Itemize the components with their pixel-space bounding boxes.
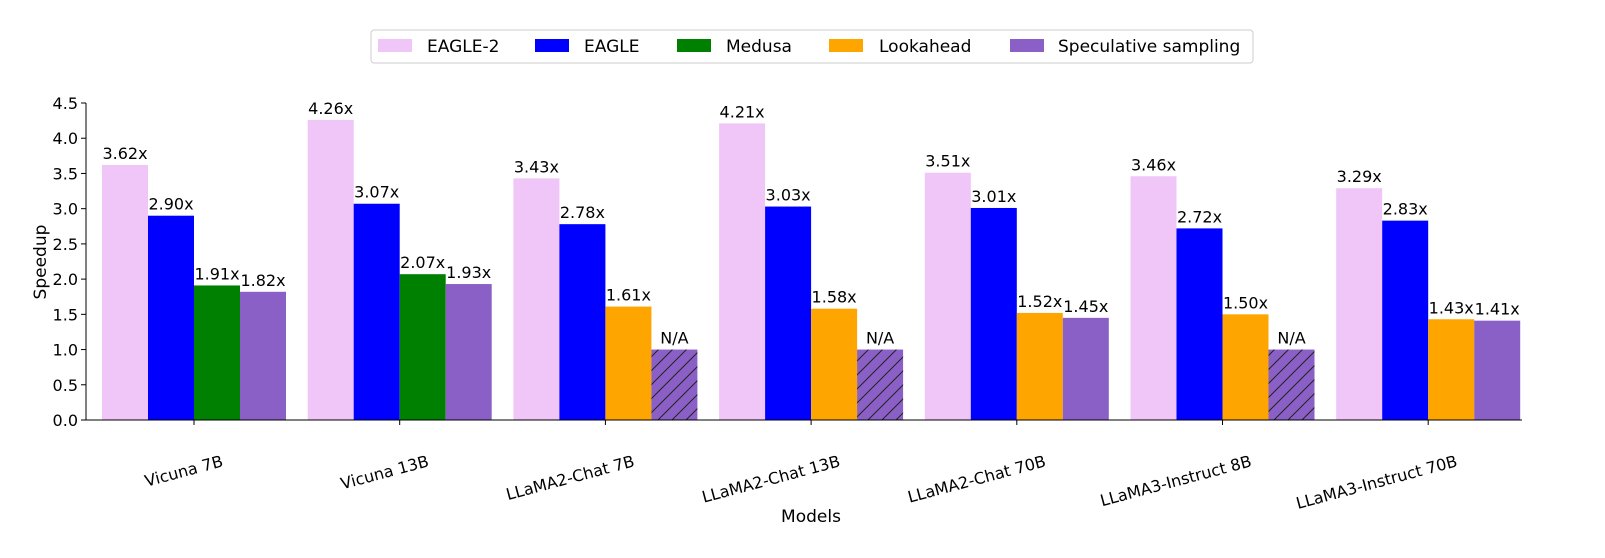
- legend-label-lookahead: Lookahead: [879, 37, 971, 57]
- legend-item-medusa: Medusa: [677, 37, 792, 57]
- data-label-lookahead-llama3-instruct-8b: 1.50x: [1223, 293, 1268, 312]
- data-labels-layer: 3.62x 2.90x 1.91x 1.82x 4.26x 3.07x 2.07x1.93x…: [102, 99, 1519, 348]
- legend-swatch-eagle-2: [378, 39, 412, 52]
- bar-eagle-2-llama3-instruct-70b: [1336, 188, 1383, 420]
- y-tick-label-2-5: 2.5: [53, 235, 78, 254]
- bar-eagle-2-llama2-chat-70b: [924, 172, 971, 420]
- data-label-eagle-llama3-instruct-8b: 2.72x: [1177, 207, 1222, 226]
- y-tick-label-4-0: 4.0: [53, 129, 78, 148]
- bar-lookahead-llama2-chat-13b: [811, 308, 858, 420]
- data-label-eagle-2-llama3-instruct-8b: 3.46x: [1131, 155, 1176, 174]
- legend-label-eagle: EAGLE: [584, 37, 639, 57]
- y-tick-label-1-0: 1.0: [53, 341, 78, 360]
- bar-eagle-2-vicuna-7b: [102, 164, 148, 420]
- data-label-speculative-sampling-llama3-instruct-70b: 1.41x: [1475, 300, 1520, 319]
- bar-eagle-llama3-instruct-8b: [1176, 228, 1223, 420]
- data-label-medusa-vicuna-7b: 1.91x: [194, 264, 239, 283]
- bar-speculative-sampling-llama2-chat-13b-hatch: [857, 349, 904, 420]
- bars-layer: [102, 119, 1521, 420]
- y-tick-label-3-0: 3.0: [53, 200, 78, 219]
- bar-speculative-sampling-llama3-instruct-70b: [1474, 320, 1521, 420]
- bar-speculative-sampling-vicuna-7b: [240, 291, 286, 420]
- bar-eagle-llama2-chat-70b: [970, 207, 1017, 420]
- y-tick-label-2-0: 2.0: [53, 270, 78, 289]
- y-tick-label-3-5: 3.5: [53, 164, 78, 183]
- x-axis: Vicuna 7B Vicuna 13B LLaMA2-Chat 7B LLaMA2-…: [86, 419, 1522, 513]
- x-tick-label-vicuna-13b: Vicuna 13B: [339, 452, 431, 494]
- data-label-eagle-2-llama2-chat-13b: 4.21x: [720, 102, 765, 121]
- x-axis-title: Models: [781, 507, 841, 527]
- bar-medusa-vicuna-7b: [194, 285, 240, 420]
- legend-item-eagle-2: EAGLE-2: [378, 37, 499, 57]
- bar-eagle-2-vicuna-13b: [307, 119, 354, 420]
- bar-eagle-vicuna-13b: [353, 203, 400, 420]
- bar-eagle-llama2-chat-7b: [559, 224, 606, 420]
- y-axis-title: Speedup: [31, 225, 51, 300]
- x-tick-label-llama2-chat-70b: LLaMA2-Chat 70B: [906, 452, 1048, 507]
- bar-speculative-sampling-llama2-chat-70b: [1062, 317, 1109, 420]
- legend-label-speculative-sampling: Speculative sampling: [1058, 37, 1240, 57]
- bar-lookahead-llama3-instruct-8b: [1222, 314, 1269, 420]
- data-label-speculative-sampling-llama3-instruct-8b: N/A: [1277, 329, 1305, 348]
- data-label-speculative-sampling-llama2-chat-70b: 1.45x: [1063, 297, 1108, 316]
- data-label-speculative-sampling-llama2-chat-7b: N/A: [660, 329, 688, 348]
- x-tick-label-llama3-instruct-70b: LLaMA3-Instruct 70B: [1294, 452, 1459, 513]
- legend-swatch-eagle: [535, 39, 569, 52]
- bar-speculative-sampling-llama3-instruct-8b-hatch: [1268, 349, 1315, 420]
- data-label-eagle-2-vicuna-13b: 4.26x: [308, 99, 353, 118]
- bar-lookahead-llama2-chat-70b: [1016, 312, 1063, 420]
- legend-item-speculative-sampling: Speculative sampling: [1010, 37, 1240, 57]
- data-label-lookahead-llama2-chat-70b: 1.52x: [1017, 292, 1062, 311]
- y-axis: 0.0 0.5 1.0 1.5 2.0 2.5 3.0 3.5 4.0 4.5: [53, 94, 87, 430]
- data-label-eagle-2-llama3-instruct-70b: 3.29x: [1337, 167, 1382, 186]
- bar-medusa-vicuna-13b: [399, 274, 446, 420]
- data-label-speculative-sampling-vicuna-7b: 1.82x: [240, 271, 285, 290]
- data-label-eagle-2-llama2-chat-7b: 3.43x: [514, 157, 559, 176]
- legend-label-medusa: Medusa: [726, 37, 792, 57]
- x-tick-label-vicuna-7b: Vicuna 7B: [143, 452, 225, 491]
- legend-swatch-lookahead: [829, 39, 863, 52]
- data-label-eagle-vicuna-7b: 2.90x: [148, 195, 193, 214]
- legend: EAGLE-2 EAGLE Medusa Lookahead Speculati…: [370, 29, 1254, 64]
- bar-eagle-2-llama2-chat-13b: [719, 123, 766, 420]
- bar-speculative-sampling-llama2-chat-7b-hatch: [651, 349, 698, 420]
- y-tick-label-1-5: 1.5: [53, 305, 78, 324]
- bar-eagle-vicuna-7b: [148, 215, 194, 420]
- x-tick-label-llama3-instruct-8b: LLaMA3-Instruct 8B: [1098, 452, 1253, 511]
- bar-speculative-sampling-vicuna-13b: [445, 284, 492, 420]
- bar-lookahead-llama3-instruct-70b: [1428, 319, 1475, 420]
- bar-eagle-2-llama3-instruct-8b: [1130, 176, 1177, 420]
- data-label-eagle-llama2-chat-13b: 3.03x: [766, 186, 811, 205]
- legend-item-lookahead: Lookahead: [829, 37, 971, 57]
- y-tick-label-0-5: 0.5: [53, 376, 78, 395]
- bar-eagle-2-llama2-chat-7b: [513, 178, 560, 420]
- x-tick-label-llama2-chat-7b: LLaMA2-Chat 7B: [504, 452, 636, 505]
- legend-label-eagle-2: EAGLE-2: [427, 37, 499, 57]
- y-tick-label-4-5: 4.5: [53, 94, 78, 113]
- data-label-lookahead-llama3-instruct-70b: 1.43x: [1429, 298, 1474, 317]
- data-label-speculative-sampling-llama2-chat-13b: N/A: [866, 329, 894, 348]
- legend-item-eagle: EAGLE: [535, 37, 639, 57]
- data-label-speculative-sampling-vicuna-13b: 1.93x: [446, 263, 491, 282]
- data-label-lookahead-llama2-chat-13b: 1.58x: [812, 288, 857, 307]
- legend-swatch-speculative-sampling: [1010, 39, 1044, 52]
- data-label-eagle-llama3-instruct-70b: 2.83x: [1383, 200, 1428, 219]
- data-label-eagle-llama2-chat-7b: 2.78x: [560, 203, 605, 222]
- bar-lookahead-llama2-chat-7b: [605, 306, 652, 420]
- bar-eagle-llama2-chat-13b: [765, 206, 812, 420]
- data-label-lookahead-llama2-chat-7b: 1.61x: [606, 286, 651, 305]
- data-label-medusa-vicuna-13b: 2.07x: [400, 253, 445, 272]
- legend-swatch-medusa: [677, 39, 711, 52]
- data-label-eagle-llama2-chat-70b: 3.01x: [971, 187, 1016, 206]
- x-tick-label-llama2-chat-13b: LLaMA2-Chat 13B: [700, 452, 842, 507]
- bar-eagle-llama3-instruct-70b: [1382, 220, 1429, 420]
- legend-frame: [370, 29, 1254, 64]
- y-tick-label-0-0: 0.0: [53, 411, 78, 430]
- data-label-eagle-vicuna-13b: 3.07x: [354, 183, 399, 202]
- data-label-eagle-2-vicuna-7b: 3.62x: [102, 144, 147, 163]
- data-label-eagle-2-llama2-chat-70b: 3.51x: [925, 152, 970, 171]
